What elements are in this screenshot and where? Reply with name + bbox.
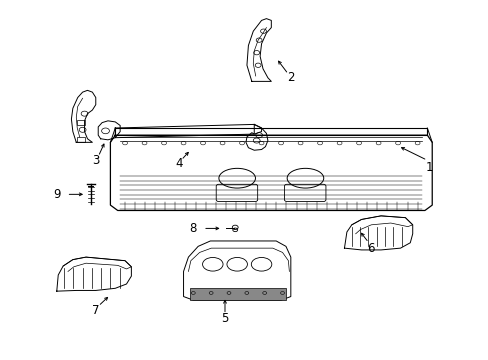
Bar	[77, 121, 85, 126]
Text: 3: 3	[92, 154, 99, 167]
Text: 9: 9	[53, 188, 61, 201]
Bar	[77, 136, 85, 141]
Bar	[189, 288, 285, 300]
Text: 2: 2	[286, 71, 294, 84]
Text: 7: 7	[92, 305, 100, 318]
Text: 8: 8	[189, 222, 197, 235]
Text: 5: 5	[221, 311, 228, 325]
Text: 1: 1	[425, 161, 433, 174]
Text: 4: 4	[175, 157, 182, 170]
Text: 6: 6	[367, 242, 374, 255]
Polygon shape	[183, 241, 290, 300]
